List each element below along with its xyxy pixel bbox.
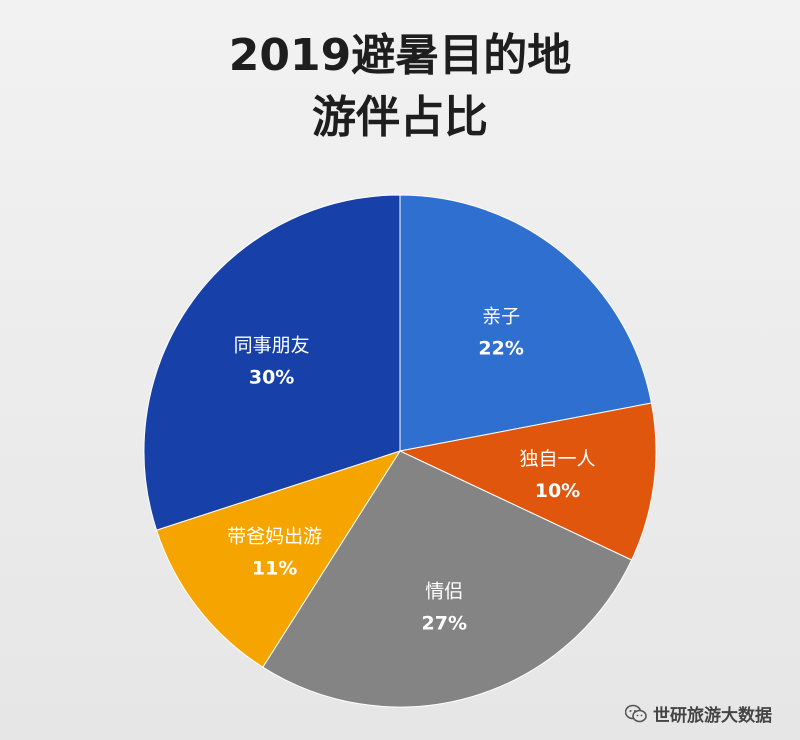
pie-slice-2 — [262, 450, 633, 708]
slice-label-0: 亲子 — [482, 306, 520, 328]
slice-label-2: 情侣 — [425, 580, 463, 602]
pie-slice-0 — [399, 194, 653, 452]
chart-title-line-2: 游伴占比 — [312, 92, 488, 143]
pie-slice-1 — [398, 402, 657, 561]
pie-slice-4 — [143, 194, 401, 531]
slice-value-3: 11% — [252, 557, 297, 579]
slice-value-4: 30% — [249, 367, 294, 389]
watermark: 世研旅游大数据 — [625, 701, 772, 726]
chart-title-line-1: 2019避暑目的地 — [228, 30, 572, 81]
watermark-text: 世研旅游大数据 — [653, 706, 772, 726]
slice-value-1: 10% — [535, 480, 580, 502]
slice-label-3: 带爸妈出游 — [227, 525, 322, 547]
slice-label-1: 独自一人 — [519, 448, 595, 470]
wechat-icon — [625, 704, 647, 722]
slice-value-2: 27% — [422, 612, 467, 634]
slice-label-4: 同事朋友 — [234, 335, 310, 357]
slice-value-0: 22% — [478, 338, 523, 360]
pie-slice-3 — [155, 450, 402, 668]
